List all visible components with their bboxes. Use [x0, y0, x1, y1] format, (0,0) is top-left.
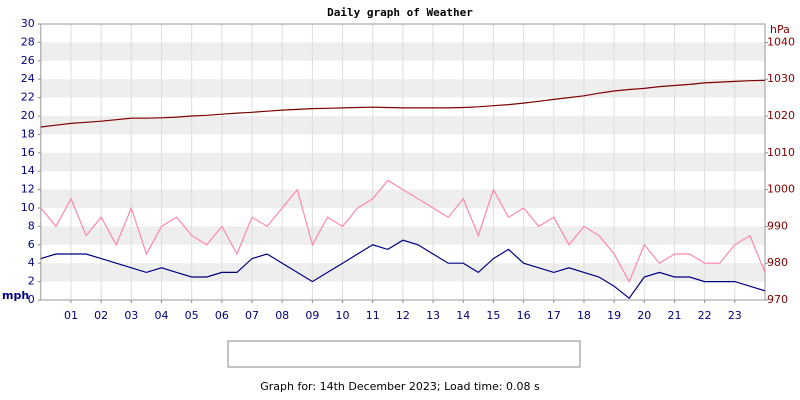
y-tick-label: 10 [21, 201, 35, 214]
y2-tick-label: 980 [767, 256, 788, 269]
x-tick-label: 19 [607, 309, 621, 322]
series-line [40, 79, 766, 128]
series-line [40, 239, 766, 300]
y-tick-label: 18 [21, 127, 35, 140]
y-tick-label: 8 [28, 219, 35, 232]
y2-tick-label: 1000 [767, 183, 795, 196]
x-tick-label: 22 [698, 309, 712, 322]
y2-tick-label: 1040 [767, 35, 795, 48]
plot: 0246810121416182022242628309709809901000… [21, 17, 795, 322]
x-tick-label: 10 [336, 309, 350, 322]
x-tick-label: 11 [366, 309, 380, 322]
x-tick-label: 18 [577, 309, 591, 322]
y-tick-label: 20 [21, 109, 35, 122]
x-tick-label: 03 [124, 309, 138, 322]
y2-tick-label: 1020 [767, 109, 795, 122]
y-tick-label: 0 [28, 293, 35, 306]
series-line [40, 179, 766, 283]
footer: Graph for: 14th December 2023; Load time… [260, 380, 540, 393]
x-tick-label: 13 [426, 309, 440, 322]
x-tick-label: 17 [547, 309, 561, 322]
y-tick-label: 4 [28, 256, 35, 269]
y2-tick-label: 1030 [767, 72, 795, 85]
y2-tick-label: 1010 [767, 146, 795, 159]
x-tick-label: 01 [64, 309, 78, 322]
x-tick-label: 15 [486, 309, 500, 322]
y-tick-label: 22 [21, 91, 35, 104]
y-tick-label: 12 [21, 183, 35, 196]
y-tick-label: 26 [21, 54, 35, 67]
x-tick-label: 20 [637, 309, 651, 322]
x-tick-label: 02 [94, 309, 108, 322]
x-tick-label: 07 [245, 309, 259, 322]
x-tick-label: 09 [305, 309, 319, 322]
x-tick-label: 12 [396, 309, 410, 322]
x-tick-label: 21 [667, 309, 681, 322]
y-tick-label: 14 [21, 164, 35, 177]
y-tick-label: 24 [21, 72, 35, 85]
y2-tick-label: 990 [767, 219, 788, 232]
x-tick-label: 14 [456, 309, 470, 322]
x-tick-label: 06 [215, 309, 229, 322]
chart-title: Daily graph of Weather [327, 6, 473, 19]
y-tick-label: 2 [28, 275, 35, 288]
x-tick-label: 23 [728, 309, 742, 322]
x-tick-label: 04 [155, 309, 169, 322]
x-tick-label: 05 [185, 309, 199, 322]
plot-frame [40, 23, 766, 301]
y2-axis-label: hPa [770, 23, 790, 36]
y-axis-label: mph [2, 289, 29, 302]
y-tick-label: 6 [28, 238, 35, 251]
y-tick-label: 28 [21, 35, 35, 48]
y2-tick-label: 970 [767, 293, 788, 306]
y-tick-label: 16 [21, 146, 35, 159]
y-tick-label: 30 [21, 17, 35, 30]
legend-box [227, 340, 581, 368]
x-tick-label: 08 [275, 309, 289, 322]
x-tick-label: 16 [517, 309, 531, 322]
